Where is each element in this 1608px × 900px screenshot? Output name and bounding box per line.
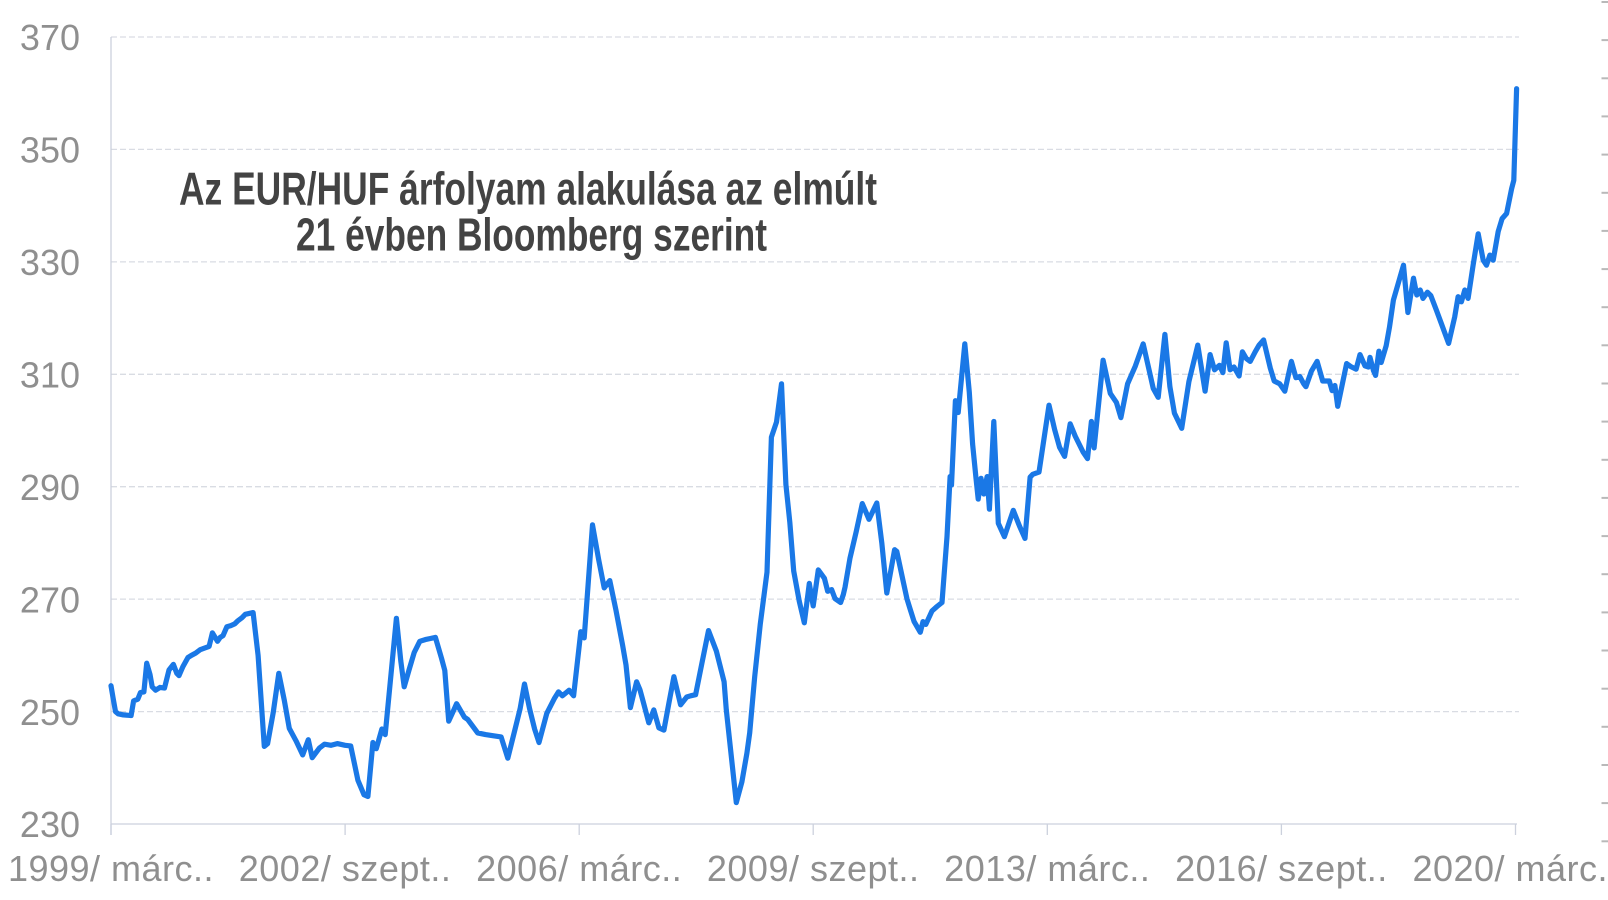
- svg-text:2009/ szept..: 2009/ szept..: [707, 848, 920, 889]
- svg-text:350: 350: [20, 130, 80, 171]
- svg-text:Az EUR/HUF árfolyam alakulása: Az EUR/HUF árfolyam alakulása az elmúlt: [179, 163, 877, 215]
- svg-text:2016/ szept..: 2016/ szept..: [1175, 848, 1388, 889]
- svg-text:2006/ márc..: 2006/ márc..: [476, 848, 682, 889]
- svg-text:2002/ szept..: 2002/ szept..: [239, 848, 452, 889]
- svg-text:310: 310: [20, 355, 80, 396]
- svg-text:270: 270: [20, 579, 80, 620]
- svg-text:370: 370: [20, 17, 80, 58]
- svg-text:290: 290: [20, 467, 80, 508]
- svg-text:250: 250: [20, 692, 80, 733]
- svg-text:21 évben Bloomberg szerint: 21 évben Bloomberg szerint: [296, 209, 767, 261]
- svg-text:330: 330: [20, 242, 80, 283]
- svg-text:1999/ márc..: 1999/ márc..: [8, 848, 214, 889]
- svg-text:230: 230: [20, 804, 80, 845]
- svg-text:2020/ márc..: 2020/ márc..: [1412, 848, 1608, 889]
- svg-text:2013/ márc..: 2013/ márc..: [944, 848, 1150, 889]
